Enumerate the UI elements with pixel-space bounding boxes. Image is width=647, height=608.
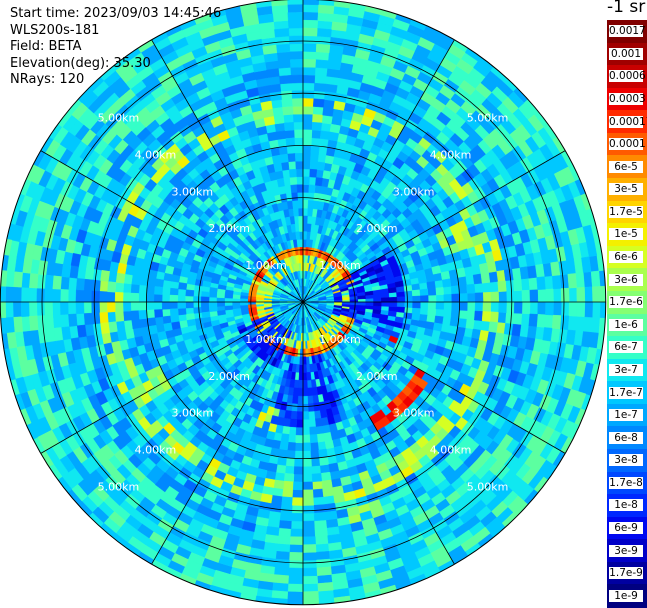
ring-label: 3.00km [172,407,214,420]
colorbar-tick-label: 6e-9 [609,521,643,534]
ring-label: 3.00km [172,185,214,198]
range-grid [0,0,607,606]
ring-label: 2.00km [356,370,398,383]
ring-label: 1.00km [319,259,361,272]
nrays-line: NRays: 120 [10,72,85,87]
ring-label: 3.00km [393,185,435,198]
ring-label: 2.00km [208,222,250,235]
colorbar-tick-label: 6e-7 [609,341,643,354]
azimuth-spoke [40,150,304,303]
colorbar: 0.0017 0.001 0.0006 0.0003 0.00017 0.0001 6e-5… [607,20,647,608]
colorbar-tick-label: 1e-9 [609,589,643,602]
colorbar-tick-label: 0.00017 [609,115,647,128]
instrument-line: WLS200s-181 [10,22,100,38]
colorbar-tick-label: 3e-8 [609,454,643,467]
colorbar-tick-label: 1.7e-9 [609,567,643,580]
colorbar-tick-label: 1.7e-5 [609,205,643,218]
colorbar-tick-label: 3e-5 [609,183,643,196]
ring-label: 5.00km [98,481,140,494]
colorbar-tick-label: 6e-6 [609,251,643,264]
ring-label: 3.00km [393,407,435,420]
azimuth-spoke [302,39,455,303]
colorbar-tick-label: 0.0017 [609,25,646,38]
scan-info: Start time: 2023/09/03 14:45:46 WLS200s-… [10,6,221,89]
colorbar-tick-label: 3e-9 [609,544,643,557]
ring-label: 4.00km [430,148,472,161]
radar-cell-group [0,0,607,606]
colorbar-tick-label: 1e-8 [609,499,643,512]
ring-label: 1.00km [319,333,361,346]
colorbar-tick-label: 0.0001 [609,138,646,151]
colorbar-tick-label: 3e-6 [609,273,643,286]
ring-label: 2.00km [356,222,398,235]
azimuth-spoke [151,301,304,565]
ring-label: 4.00km [135,444,177,457]
colorbar-tick-label: 1.7e-8 [609,476,643,489]
azimuth-spoke [302,301,566,454]
ring-label: 5.00km [467,111,509,124]
azimuth-spoke [302,150,566,303]
azimuth-spoke [40,301,304,454]
azimuth-spoke [151,39,304,303]
ring-label: 4.00km [430,444,472,457]
ring-label: 5.00km [98,111,140,124]
ring-labels: 1.00km 1.00km 1.00km 1.00km 2.00km 2.00km 2.00… [98,111,509,493]
colorbar-tick-label: 6e-5 [609,160,643,173]
colorbar-tick-label: 0.0006 [609,70,646,83]
ring-label: 5.00km [467,481,509,494]
azimuth-spoke [302,301,455,565]
colorbar-tick-label: 1e-6 [609,318,643,331]
colorbar-tick-label: 1.7e-6 [609,296,643,309]
colorbar-tick-label: 1.7e-7 [609,386,643,399]
colorbar-tick-label: 0.001 [609,47,643,60]
start-time-line: Start time: 2023/09/03 14:45:46 [10,6,222,21]
ring-label: 2.00km [208,370,250,383]
colorbar-tick-label: 1e-5 [609,228,643,241]
colorbar-tick-label: 1e-7 [609,409,643,422]
ring-label: 1.00km [245,259,287,272]
colorbar-tick-label: 3e-7 [609,363,643,376]
ppi-scope: 1.00km 1.00km 1.00km 1.00km 2.00km 2.00km 2.00… [0,0,607,606]
elevation-line: Elevation(deg): 35.30 [10,55,151,71]
colorbar-tick-label: 6e-8 [609,431,643,444]
field-line: Field: BETA [10,39,82,54]
colorbar-tick-label: 0.0003 [609,93,646,106]
ring-label: 1.00km [245,333,287,346]
colorbar-unit-title: -1 sr [607,0,646,17]
ring-label: 4.00km [135,148,177,161]
